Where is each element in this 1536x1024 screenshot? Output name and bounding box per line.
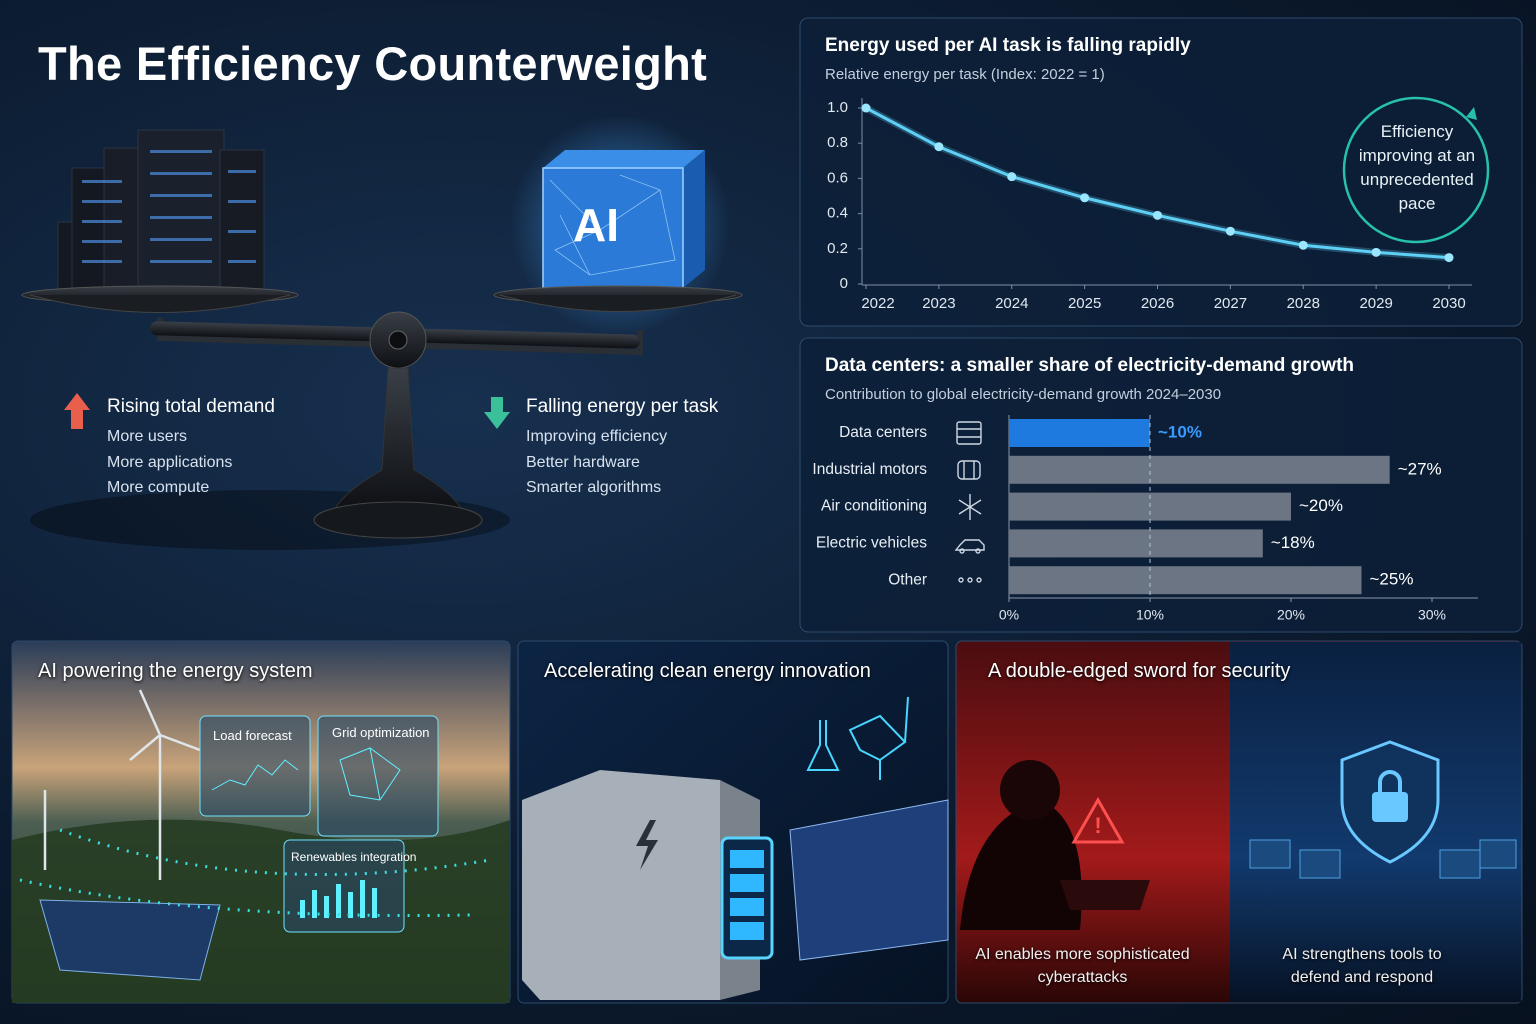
y-tick-label: 0.6 (827, 169, 848, 186)
servers (57, 129, 265, 291)
x-tick-label: 2022 (861, 295, 894, 312)
list-items: Improving efficiency Better hardware Smart… (526, 424, 718, 501)
value-label: ~27% (1398, 459, 1442, 478)
up-arrow (64, 393, 90, 429)
category-label: Data centers (839, 424, 927, 441)
panel-label: Load forecast (213, 728, 292, 743)
chart-title: Energy used per AI task is falling rapid… (825, 35, 1191, 56)
x-tick-label: 2025 (1068, 295, 1101, 312)
chart-annotation: Efficiency improving at an unprecedented… (1358, 122, 1476, 213)
svg-text:!: ! (1094, 813, 1101, 838)
x-tick-label: 2023 (922, 295, 955, 312)
x-tick-label: 0% (999, 607, 1019, 623)
y-tick-label: 1.0 (827, 99, 848, 116)
bar (1009, 529, 1263, 558)
x-tick-label: 20% (1277, 607, 1305, 623)
panel-label: Grid optimization (332, 725, 430, 740)
bar (1009, 566, 1362, 595)
point (1298, 240, 1308, 250)
category-icons (954, 421, 985, 583)
down-arrow (484, 397, 510, 429)
x-tick-label: 10% (1136, 607, 1164, 623)
point (1371, 247, 1381, 257)
chart-subtitle: Contribution to global electricity-deman… (825, 386, 1221, 403)
x-tick-label: 2028 (1287, 295, 1320, 312)
point (1080, 193, 1090, 203)
list-item: More compute (107, 479, 210, 496)
y-tick-label: 0 (840, 275, 848, 292)
value-label: ~25% (1370, 570, 1414, 589)
category-label: Other (888, 571, 927, 588)
category-label: Air conditioning (821, 498, 927, 515)
panel-caption: AI enables more sophisticated cyberattac… (975, 946, 1190, 986)
x-tick-label: 2026 (1141, 295, 1174, 312)
x-tick-label: 2030 (1432, 295, 1465, 312)
y-tick-label: 0.8 (827, 134, 848, 151)
cube-label: AI (573, 199, 619, 251)
point (861, 103, 871, 113)
panel-caption: AI strengthens tools to defend and respo… (1282, 946, 1442, 986)
panel (799, 337, 1523, 633)
point (1225, 226, 1235, 236)
list-item: Improving efficiency (526, 428, 668, 445)
panel-title: Accelerating clean energy innovation (544, 660, 871, 682)
panel-title: A double-edged sword for security (988, 660, 1291, 682)
point (1444, 253, 1454, 263)
chart-title: Data centers: a smaller share of electri… (825, 355, 1354, 376)
list-item: More applications (107, 453, 233, 471)
energy-scene (12, 689, 510, 1003)
point (1007, 172, 1017, 182)
value-label: ~10% (1158, 422, 1202, 441)
y-tick-label: 0.2 (827, 240, 848, 257)
x-tick-label: 2024 (995, 295, 1028, 312)
panel-title: AI powering the energy system (38, 660, 313, 682)
x-tick-label: 30% (1418, 607, 1446, 623)
value-label: ~20% (1299, 496, 1343, 515)
list-heading: Falling energy per task (526, 396, 719, 417)
ai-cube (542, 150, 705, 289)
page-title: The Efficiency Counterweight (38, 37, 708, 90)
list-item: More users (107, 428, 188, 445)
balance (21, 285, 743, 539)
annotation-arrow (1466, 107, 1477, 120)
annotation-ring (1342, 96, 1490, 244)
point (1153, 210, 1162, 220)
list-item: Better hardware (526, 453, 640, 471)
chart-subtitle: Relative energy per task (Index: 2022 = … (825, 66, 1105, 83)
list-heading: Rising total demand (107, 396, 275, 417)
x-tick-label: 2029 (1359, 295, 1392, 312)
efficiency-list: Falling energy per task Improving effici… (526, 396, 718, 501)
demand-list: Rising total demand More users More appli… (107, 396, 275, 501)
bar (1009, 455, 1390, 484)
value-label: ~18% (1271, 533, 1315, 552)
list-items: More users More applications More compute (107, 424, 275, 501)
bar (1009, 419, 1150, 447)
security-scene: ! (960, 740, 1517, 930)
panel-label: Renewables integration (291, 850, 417, 864)
x-tick-label: 2027 (1214, 295, 1247, 312)
category-label: Industrial motors (812, 461, 927, 478)
list-item: Smarter algorithms (526, 479, 662, 496)
point (934, 142, 944, 152)
category-label: Electric vehicles (816, 534, 927, 551)
y-tick-label: 0.4 (827, 205, 848, 222)
innovation-scene (522, 696, 949, 1000)
